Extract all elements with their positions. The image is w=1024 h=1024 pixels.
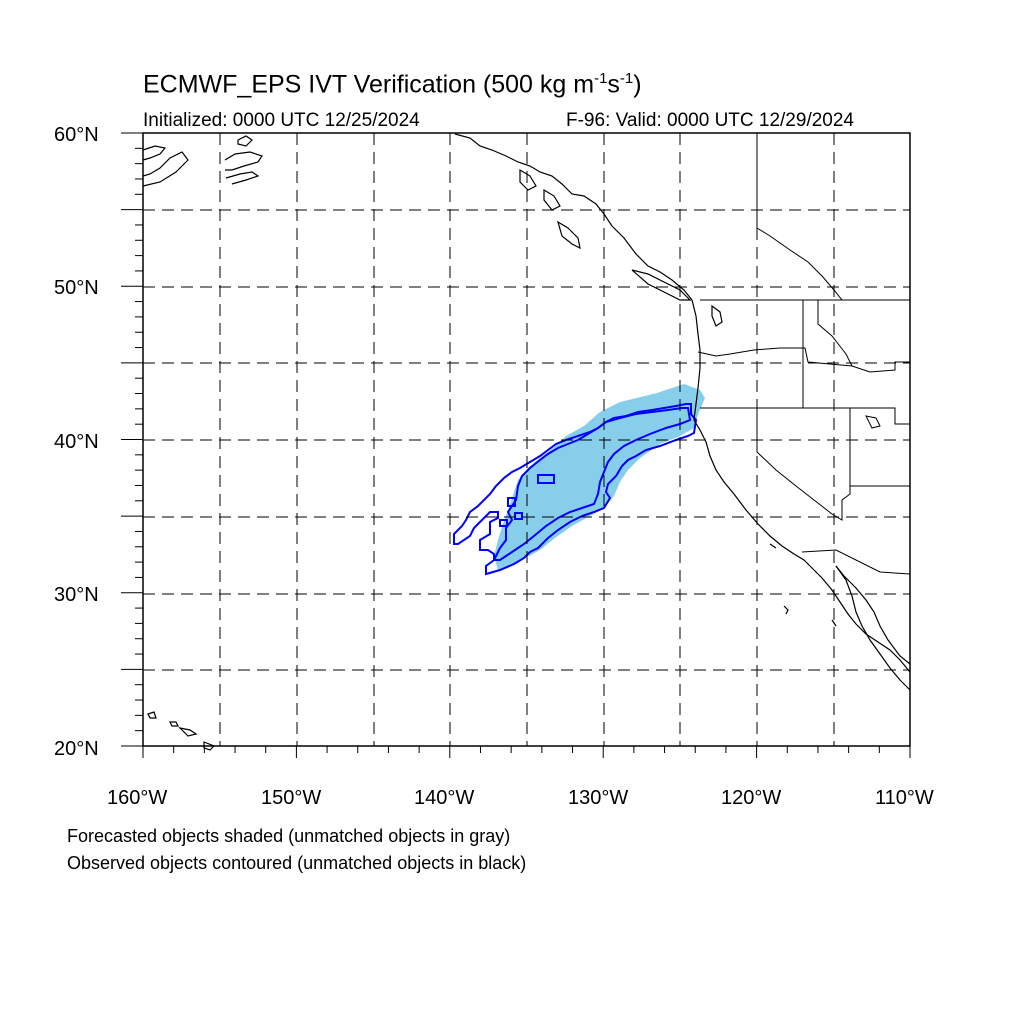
observed-object (453, 403, 698, 576)
lon-label-140w: 140°W (414, 787, 475, 809)
observed-contour-small-1 (537, 474, 555, 484)
observed-contour-main (453, 403, 698, 576)
observed-contour-small-3 (514, 512, 523, 520)
forecast-object (494, 384, 705, 570)
gridlines (143, 133, 910, 746)
map-title: ECMWF_EPS IVT Verification (500 kg m-1s-… (143, 70, 642, 99)
lon-label-130w: 130°W (568, 787, 629, 809)
lat-label-50: 50°N (54, 277, 99, 299)
observed-contour-small-4 (499, 519, 508, 527)
caption-observed: Observed objects contoured (unmatched ob… (67, 853, 527, 873)
coastlines (142, 133, 911, 751)
initialized-time: Initialized: 0000 UTC 12/25/2024 (143, 110, 420, 131)
lat-label-60: 60°N (54, 124, 99, 146)
valid-time: F-96: Valid: 0000 UTC 12/29/2024 (566, 110, 854, 131)
observed-contour-inner (492, 407, 692, 561)
caption-forecast: Forecasted objects shaded (unmatched obj… (67, 826, 511, 846)
borders (697, 134, 911, 575)
lon-label-150w: 150°W (261, 787, 322, 809)
tick-marks (121, 132, 911, 758)
lon-label-110w: 110°W (875, 787, 934, 809)
lat-label-20: 20°N (54, 738, 99, 760)
observed-contour-small-2 (507, 497, 516, 507)
lon-label-120w: 120°W (721, 787, 782, 809)
lat-label-30: 30°N (54, 584, 99, 606)
lon-label-160w: 160°W (107, 787, 168, 809)
lat-label-40: 40°N (54, 431, 99, 453)
